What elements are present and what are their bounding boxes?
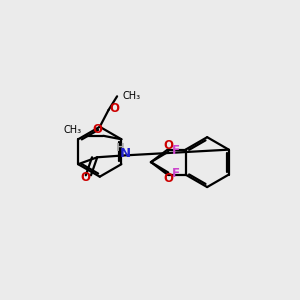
Text: F: F (172, 144, 180, 157)
Text: O: O (163, 172, 173, 185)
Text: O: O (93, 123, 103, 136)
Text: H: H (116, 143, 125, 153)
Text: CH₃: CH₃ (63, 124, 81, 135)
Text: O: O (109, 102, 119, 115)
Text: N: N (120, 147, 131, 160)
Text: F: F (172, 167, 180, 180)
Text: O: O (163, 139, 173, 152)
Text: CH₃: CH₃ (123, 91, 141, 100)
Text: O: O (80, 170, 90, 184)
